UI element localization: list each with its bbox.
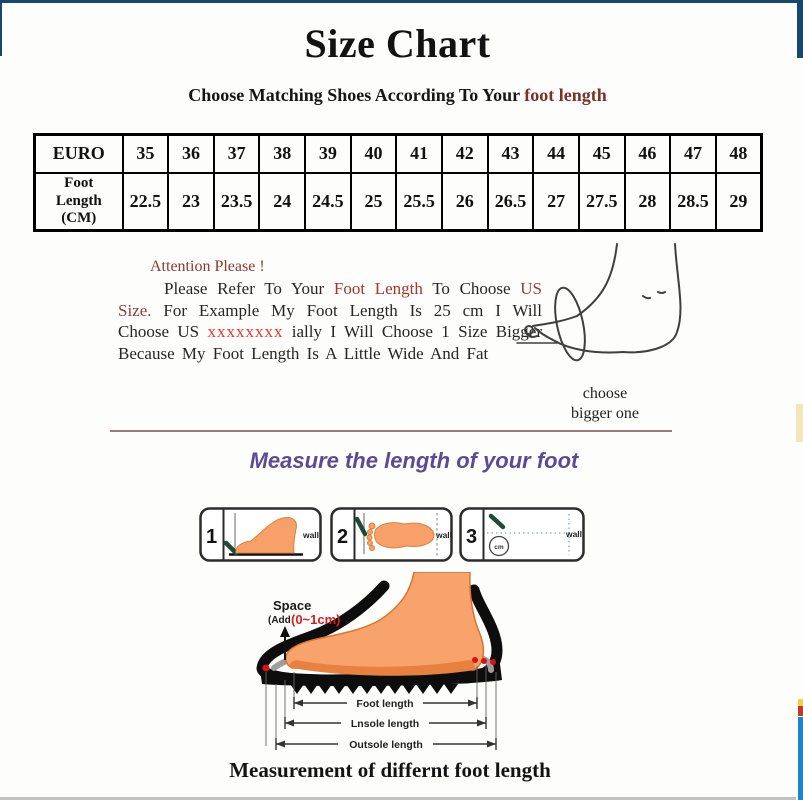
foot-length-cell: 24.5 [304, 171, 352, 232]
marker-pen-icon [354, 516, 368, 537]
attention-seg3: For Example My Foot Length Is 25 cm I Wi… [118, 300, 542, 342]
measure-heading: Measure the length of your foot [249, 448, 579, 473]
euro-size-cell: 46 [623, 133, 672, 174]
outsole-length-dim-label: Outsole length [349, 739, 423, 751]
foot-length-cell: 29 [714, 171, 763, 232]
shoe-measurement-diagram: Space (Add (0~1cm) [256, 572, 503, 751]
insole-length-dim-label: Lnsole length [351, 718, 419, 730]
cm-circle-icon [488, 535, 510, 557]
euro-size-cell: 42 [440, 133, 489, 174]
right-yellow-dot [798, 699, 803, 706]
foot-length-cell: 27 [532, 171, 580, 232]
right-blue-strip [798, 717, 803, 800]
attention-redacted: xxxxxxxx [207, 322, 284, 341]
choose-bigger-line1: choose [582, 385, 628, 402]
foot-length-label-line1: Foot [64, 175, 94, 192]
top-border-line [0, 0, 803, 3]
subtitle-highlight: foot length [524, 85, 607, 105]
space-arrow-icon [280, 626, 290, 660]
foot-length-cell: 23.5 [212, 171, 261, 232]
choose-bigger-line2: bigger one [571, 405, 639, 422]
footprint-toes-icon [366, 522, 376, 551]
euro-size-cell: 43 [486, 133, 535, 174]
attention-heading: Attention Please ! [150, 258, 265, 275]
euro-size-cell: 45 [577, 133, 626, 174]
foot-length-cell: 24 [258, 171, 307, 232]
section-divider [110, 430, 672, 432]
euro-size-cell: 38 [258, 133, 307, 174]
foot-length-label-line2: Length [55, 192, 102, 209]
measure-step-3-panel: 3 cm wall [459, 507, 585, 562]
bottom-border-line [0, 797, 796, 800]
measure-step-1-panel: 1 wall [199, 507, 322, 562]
step-3-number: 3 [466, 526, 477, 548]
euro-size-cell: 37 [212, 133, 261, 174]
foot-length-row: Foot Length (CM) 22.5 23 23.5 24 24.5 25 25.5 2… [33, 171, 763, 232]
space-label: Space [273, 598, 311, 613]
step-2-number: 2 [337, 526, 348, 548]
euro-size-cell: 36 [167, 133, 215, 174]
euro-size-cell: 47 [669, 133, 717, 174]
page-title: Size Chart [304, 21, 491, 66]
space-add-label: (Add [268, 615, 291, 626]
right-yellow-strip [796, 404, 803, 442]
right-top-border [797, 0, 803, 58]
size-table: EURO 35 36 37 38 39 40 41 42 43 44 45 46 47 48 Foot L… [33, 133, 763, 232]
foot-length-dim-label: Foot length [356, 698, 413, 710]
attention-foot-length: Foot Length [333, 279, 423, 298]
measure-dots [262, 657, 496, 672]
measure-step-2-panel: 2 wall [330, 507, 453, 562]
dimension-arrowheads [276, 699, 496, 748]
foot-length-cell: 26.5 [486, 171, 535, 232]
foot-sketch-icon [516, 243, 682, 362]
attention-seg2: To Choose [422, 279, 521, 298]
foot-length-cell: 26 [440, 171, 489, 232]
foot-length-cell: 25.5 [395, 171, 443, 232]
marker-pen-icon [488, 513, 506, 530]
euro-size-cell: 35 [121, 133, 170, 174]
foot-length-cell: 27.5 [577, 171, 626, 232]
step-2-wall-label: wall [435, 530, 452, 540]
foot-side-icon [235, 517, 297, 554]
page-subtitle: Choose Matching Shoes According To Your … [0, 85, 795, 106]
foot-length-cell: 28 [623, 171, 672, 232]
foot-length-cell: 22.5 [121, 171, 170, 232]
guide-lines [265, 666, 497, 746]
euro-size-cell: 48 [714, 133, 763, 174]
attention-us-size: US Size. [118, 279, 542, 320]
right-red-dot [798, 706, 803, 716]
subtitle-text: Choose Matching Shoes According To Your [188, 85, 525, 105]
step-1-number: 1 [206, 526, 217, 548]
foot-length-cell: 28.5 [669, 171, 717, 232]
foot-length-cell: 25 [349, 171, 398, 232]
step-3-circle-label: cm [494, 544, 504, 551]
step-3-wall-label: wall [565, 529, 582, 539]
footprint-icon [374, 522, 435, 549]
attention-seg1: Please Refer To Your [164, 279, 334, 298]
euro-size-cell: 40 [349, 133, 398, 174]
euro-size-cell: 44 [532, 133, 580, 174]
dimension-label-backs [338, 696, 433, 750]
foot-length-label-line3: (CM) [61, 209, 97, 226]
choose-bigger-note: choose bigger one [535, 384, 675, 424]
euro-size-cell: 41 [395, 133, 443, 174]
foot-shading [289, 660, 475, 676]
foot-length-row-header: Foot Length (CM) [33, 171, 124, 232]
bottom-caption: Measurement of differnt foot length [229, 758, 551, 782]
space-range-label: (0~1cm) [291, 612, 341, 627]
euro-row-header: EURO [33, 133, 124, 174]
shoe-tread-icon [290, 684, 458, 694]
step-1-wall-label: wall [302, 530, 319, 540]
marker-pen-icon [223, 540, 239, 556]
attention-seg4: ially I Will Choose 1 Size Bigger Becaus… [118, 322, 543, 363]
foot-length-cell: 23 [167, 171, 215, 232]
left-top-border [0, 0, 2, 56]
attention-paragraph: Please Refer To Your Foot Length To Choo… [118, 278, 542, 364]
euro-size-cell: 39 [304, 133, 352, 174]
euro-row: EURO 35 36 37 38 39 40 41 42 43 44 45 46 47 48 [33, 133, 763, 174]
